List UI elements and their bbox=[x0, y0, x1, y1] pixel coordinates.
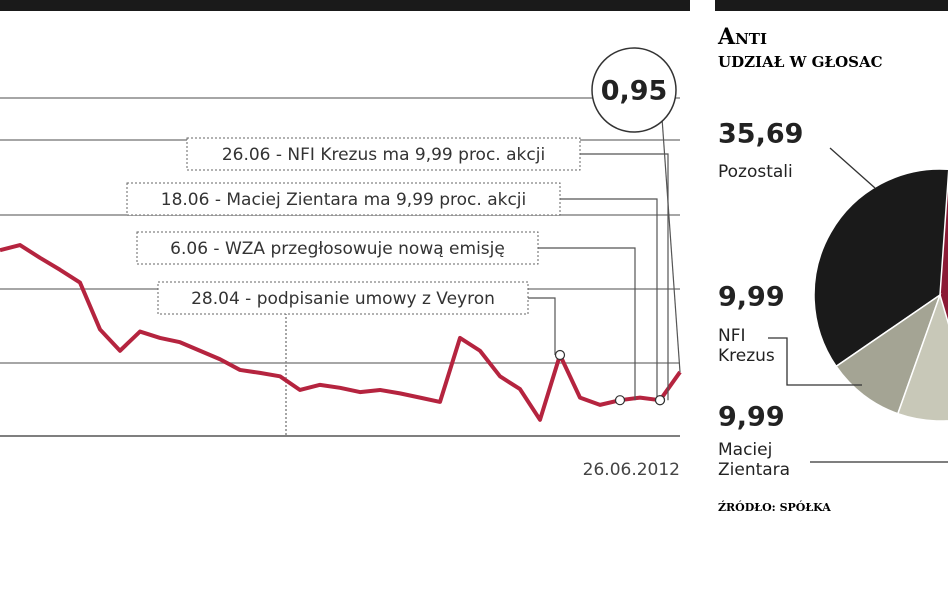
pie-value-label: 9,99 bbox=[718, 282, 785, 313]
event-marker bbox=[654, 395, 666, 406]
leader bbox=[829, 147, 876, 189]
source: ŹRÓDŁO: SPÓŁKA bbox=[718, 500, 831, 514]
event-marker bbox=[554, 349, 566, 361]
price-line bbox=[0, 243, 682, 422]
leader bbox=[560, 198, 658, 401]
value-bubble bbox=[591, 47, 677, 133]
pie-subtitle: UDZIAŁ W GŁOSAC bbox=[718, 53, 883, 71]
annotation: 28.04 - podpisanie umowy z Veyron bbox=[191, 289, 495, 309]
pie-label: Maciej Zientara bbox=[718, 440, 791, 480]
leader bbox=[768, 337, 862, 386]
x-tick-label: 26.06.2012 bbox=[583, 460, 680, 480]
annotation: 6.06 - WZA przegłosowuje nową emisję bbox=[170, 239, 505, 259]
annotation: 26.06 - NFI Krezus ma 9,99 proc. akcji bbox=[222, 145, 545, 165]
leader bbox=[661, 117, 681, 373]
leader bbox=[538, 247, 636, 401]
annotation-box bbox=[126, 182, 561, 216]
pie-slice bbox=[813, 168, 948, 368]
annotation-box bbox=[186, 137, 581, 171]
leader bbox=[528, 297, 556, 356]
pie-label: Pozostali bbox=[718, 162, 793, 182]
value-label: 0,95 bbox=[601, 76, 668, 107]
pie-slice bbox=[896, 292, 948, 422]
pie-value-label: 9,99 bbox=[718, 402, 785, 433]
annotation-box bbox=[157, 281, 529, 315]
pie-slice bbox=[835, 293, 942, 415]
leader bbox=[580, 153, 669, 401]
pie-title: Anti bbox=[717, 24, 767, 50]
event-marker bbox=[614, 395, 626, 406]
top-bar bbox=[715, 0, 948, 11]
pie-value-label: 35,69 bbox=[718, 119, 803, 150]
pie-label: NFI Krezus bbox=[718, 326, 775, 366]
annotation-box bbox=[136, 231, 539, 265]
annotation: 18.06 - Maciej Zientara ma 9,99 proc. ak… bbox=[161, 190, 527, 210]
top-bar bbox=[0, 0, 690, 11]
